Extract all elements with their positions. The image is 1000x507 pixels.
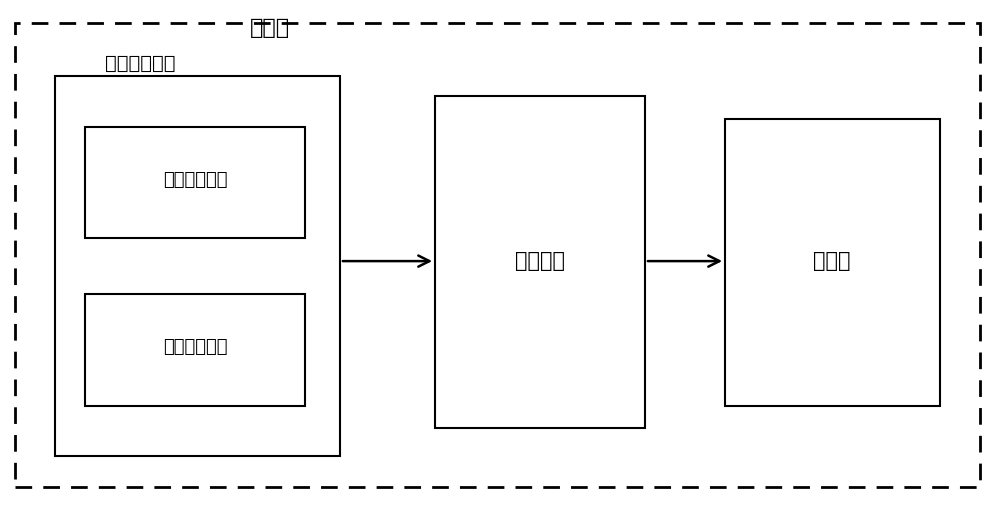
Bar xyxy=(85,294,305,406)
Text: 调光控制模块: 调光控制模块 xyxy=(163,338,227,356)
Text: 镇流器: 镇流器 xyxy=(250,18,290,38)
Text: 线性转换模块: 线性转换模块 xyxy=(163,171,227,189)
Bar xyxy=(435,96,645,428)
Bar xyxy=(85,127,305,238)
Bar xyxy=(725,119,940,406)
Bar xyxy=(55,76,340,456)
Text: 微控制处理器: 微控制处理器 xyxy=(105,54,175,73)
Text: 驱动电路: 驱动电路 xyxy=(515,251,565,271)
Text: 药光灯: 药光灯 xyxy=(813,251,851,271)
